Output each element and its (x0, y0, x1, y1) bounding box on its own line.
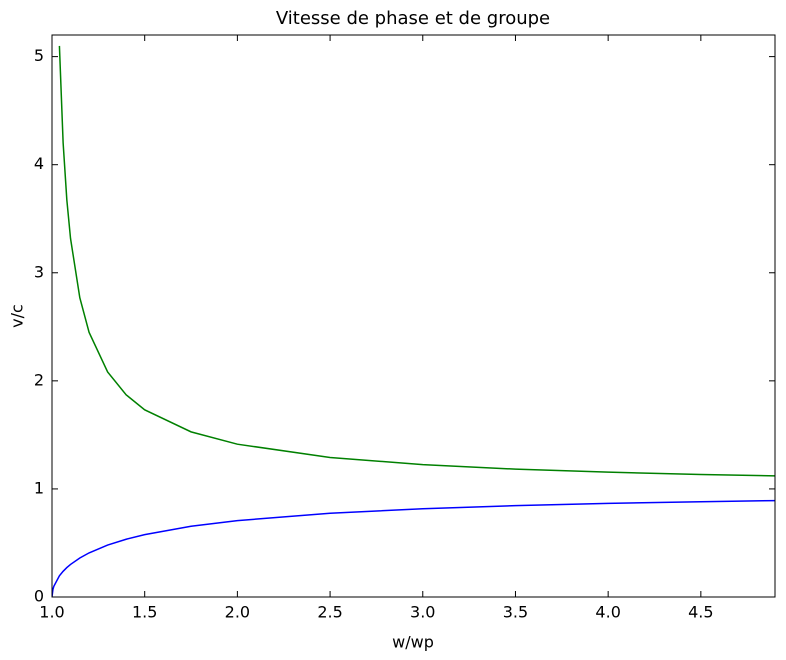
x-tick-label: 4.5 (688, 603, 713, 622)
y-tick-label: 3 (34, 262, 44, 281)
x-tick-label: 2.0 (225, 603, 250, 622)
chart-title: Vitesse de phase et de groupe (276, 8, 550, 29)
x-tick-label: 1.5 (132, 603, 157, 622)
plot-frame (51, 34, 776, 598)
y-axis-label: v/c (8, 304, 27, 328)
x-axis-label: w/wp (392, 633, 434, 652)
line-series (52, 499, 775, 597)
x-tick-label: 3.0 (410, 603, 435, 622)
x-tick-label: 2.5 (317, 603, 342, 622)
y-tick-label: 1 (34, 478, 44, 497)
y-tick-label: 0 (34, 587, 44, 606)
x-tick-label: 4.0 (595, 603, 620, 622)
line-series (58, 45, 775, 477)
y-tick-label: 5 (34, 46, 44, 65)
x-tick-label: 1.0 (39, 603, 64, 622)
y-tick-label: 2 (34, 370, 44, 389)
y-tick-label: 4 (34, 154, 44, 173)
x-tick-label: 3.5 (503, 603, 528, 622)
